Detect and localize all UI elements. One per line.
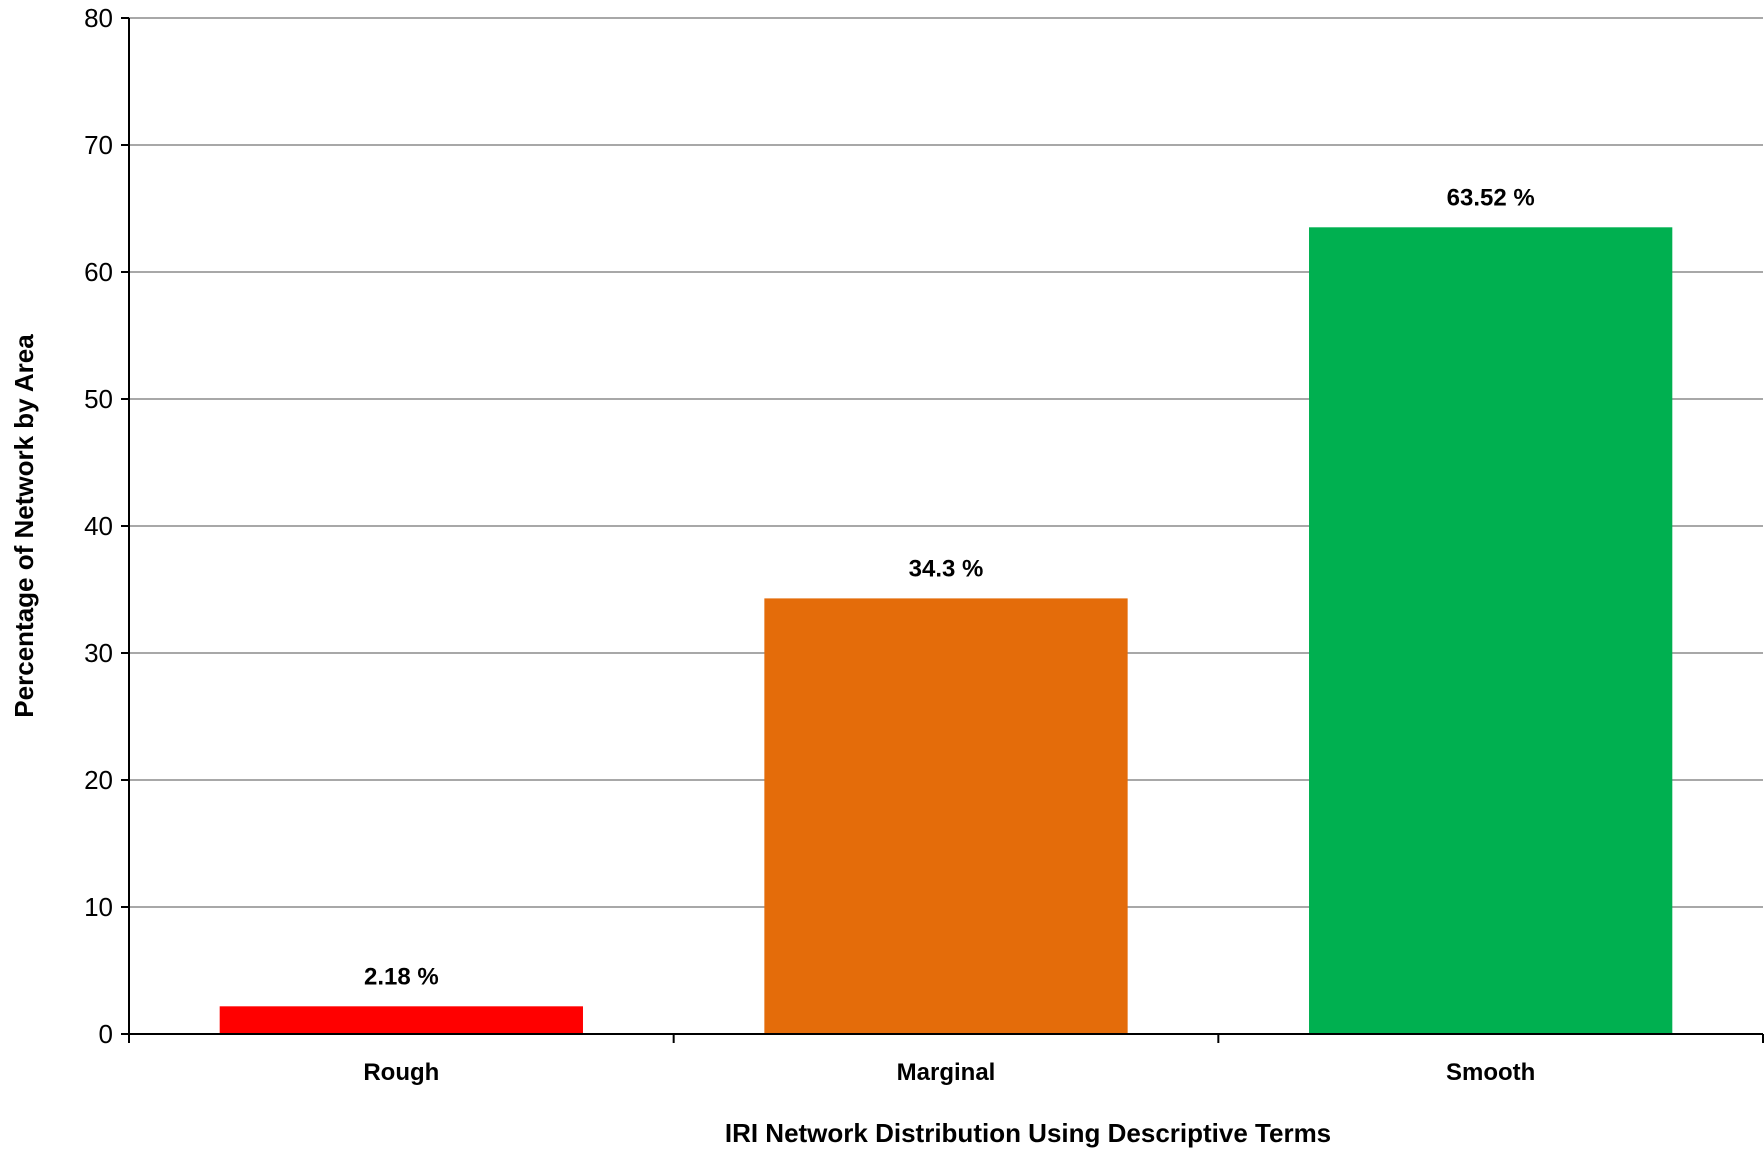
x-axis-ticks: [128, 1034, 1764, 1043]
data-label-smooth: 63.52 %: [1447, 184, 1535, 211]
data-labels: 2.18 % 34.3 % 63.52 %: [364, 184, 1535, 990]
y-tick-label: 80: [84, 3, 113, 33]
category-label-marginal: Marginal: [897, 1059, 996, 1086]
y-tick-label: 60: [84, 257, 113, 287]
y-tick-label: 70: [84, 130, 113, 160]
data-label-marginal: 34.3 %: [909, 555, 984, 582]
y-tick-label: 30: [84, 638, 113, 668]
y-tick-label: 40: [84, 511, 113, 541]
y-axis-ticks: 0 10 20 30 40 50 60 70 80: [84, 3, 129, 1049]
category-label-rough: Rough: [363, 1059, 439, 1086]
x-axis-title: IRI Network Distribution Using Descripti…: [725, 1118, 1331, 1148]
bar-marginal: [764, 598, 1128, 1034]
y-tick-label: 0: [99, 1019, 113, 1049]
category-label-smooth: Smooth: [1446, 1059, 1535, 1086]
data-label-rough: 2.18 %: [364, 963, 439, 990]
y-tick-label: 10: [84, 892, 113, 922]
bars: [219, 227, 1673, 1034]
bar-smooth: [1309, 227, 1673, 1034]
y-tick-label: 50: [84, 384, 113, 414]
bar-rough: [219, 1006, 583, 1034]
y-tick-label: 20: [84, 765, 113, 795]
category-labels: Rough Marginal Smooth: [363, 1059, 1535, 1086]
y-axis-title: Percentage of Network by Area: [9, 334, 39, 718]
